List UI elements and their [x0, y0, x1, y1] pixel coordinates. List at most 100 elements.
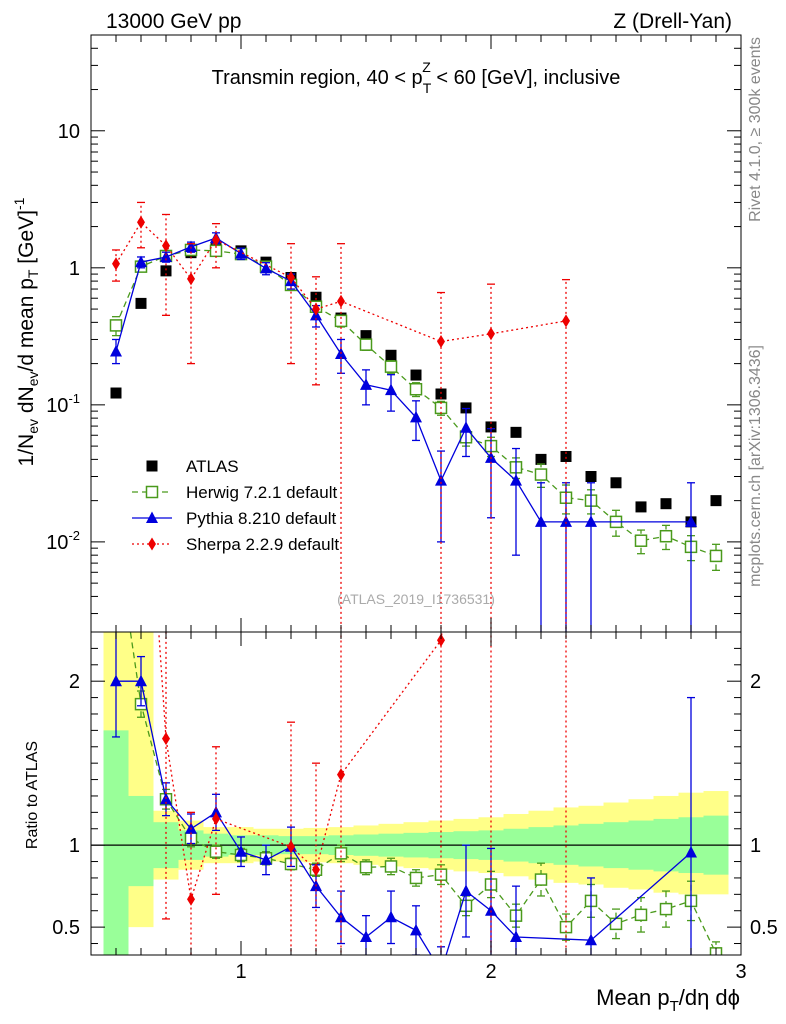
main-series-sherpa	[112, 201, 570, 632]
main-point	[109, 319, 123, 332]
main-point	[487, 327, 495, 341]
ratio-point	[585, 933, 597, 946]
ylabel-s3: T	[25, 269, 41, 278]
ratio-point	[609, 917, 623, 931]
main-y-tick-label: 10	[58, 121, 80, 143]
legend-marker	[145, 485, 159, 499]
main-point	[560, 450, 572, 462]
main-point	[437, 334, 445, 348]
analysis-watermark: (ATLAS_2019_I1736531)	[337, 591, 495, 607]
ratio-point	[435, 965, 447, 977]
main-point	[385, 383, 397, 396]
ratio-point	[187, 892, 195, 906]
ratio-point	[210, 805, 222, 818]
main-point	[187, 272, 195, 286]
ratio-point	[685, 846, 697, 858]
ylabel-s2: ev	[25, 371, 41, 386]
ratio-series-sherpa	[137, 363, 567, 955]
main-point	[160, 265, 172, 277]
ratio-point	[384, 860, 398, 873]
legend-label: Pythia 8.210 default	[186, 509, 337, 528]
main-point	[659, 529, 673, 543]
ratio-point	[334, 847, 348, 860]
ratio-point	[359, 861, 373, 874]
main-point	[585, 515, 597, 527]
ratio-point	[162, 732, 170, 746]
main-point	[385, 349, 397, 361]
main-data-layer	[109, 201, 723, 632]
tick-base: 10	[46, 395, 68, 417]
mcplots-label: mcplots.cern.ch [arXiv:1306.3436]	[747, 345, 764, 587]
ratio-point	[634, 908, 648, 922]
legend-label: Sherpa 2.2.9 default	[186, 535, 339, 554]
main-point	[635, 501, 647, 513]
ratio-point	[385, 910, 397, 923]
ratio-point	[360, 930, 372, 942]
main-point	[560, 515, 572, 527]
title-sup: Z	[422, 59, 431, 75]
ylabel-p2: dN	[15, 386, 38, 419]
main-point	[185, 240, 197, 252]
main-point	[510, 426, 522, 438]
main-point	[260, 261, 272, 274]
main-series-pythia	[110, 231, 697, 632]
ratio-point	[260, 853, 272, 865]
main-line	[115, 237, 691, 523]
main-point	[709, 549, 723, 563]
main-point	[137, 215, 145, 229]
ratio-band-green	[128, 795, 154, 887]
main-point	[409, 382, 423, 396]
ratio-y-tick-label-right: 1	[750, 835, 761, 857]
main-point	[435, 388, 447, 400]
ylabel-p1: 1/N	[15, 434, 38, 467]
main-point	[359, 338, 373, 351]
main-point	[360, 378, 372, 390]
ratio-axes: 0.5 0.5 1 1 2 2 1 2 3	[52, 632, 778, 983]
ratio-point	[312, 863, 320, 877]
ratio-point	[212, 812, 220, 826]
legend-marker	[146, 460, 158, 472]
main-point	[460, 421, 472, 433]
ratio-plot-area: 0.5 0.5 1 1 2 2 1 2 3	[52, 363, 778, 983]
ratio-point	[460, 884, 472, 897]
main-point	[660, 498, 672, 510]
ylabel-p3: /d mean p	[15, 278, 38, 371]
main-point	[287, 270, 295, 284]
main-y-tick-label: 10-1	[46, 391, 80, 417]
main-point	[534, 468, 548, 481]
ratio-data-layer	[110, 363, 723, 977]
legend-label: Herwig 7.2.1 default	[186, 483, 337, 502]
main-point	[510, 474, 522, 486]
ratio-point	[135, 674, 147, 687]
main-point	[334, 314, 348, 328]
main-point	[360, 330, 372, 342]
main-y-tick-label: 10-2	[46, 528, 80, 554]
main-point	[410, 369, 422, 381]
ratio-band-green	[103, 730, 129, 955]
main-point	[685, 515, 697, 527]
main-point	[135, 255, 147, 268]
ratio-point	[534, 873, 548, 886]
main-point	[585, 471, 597, 483]
rivet-label: Rivet 4.1.0, ≥ 300k events	[747, 37, 764, 222]
ratio-point	[437, 633, 445, 647]
ratio-y-tick-label: 1	[69, 835, 80, 857]
title-part-b: < 60 [GeV], inclusive	[431, 67, 621, 89]
main-point	[634, 534, 648, 547]
title-part-a: Transmin region, 40 < p	[212, 67, 423, 89]
xlabel-p1: Mean p	[596, 985, 669, 1010]
ratio-point	[137, 363, 145, 376]
main-point	[112, 257, 120, 271]
main-point	[135, 297, 147, 309]
x-tick-label: 2	[485, 961, 496, 983]
ratio-point	[659, 902, 673, 916]
main-point	[162, 239, 170, 253]
ratio-point	[485, 904, 497, 916]
ratio-point	[410, 923, 422, 936]
ratio-point	[209, 845, 223, 858]
ratio-point	[409, 871, 423, 885]
ratio-bands	[91, 632, 741, 955]
